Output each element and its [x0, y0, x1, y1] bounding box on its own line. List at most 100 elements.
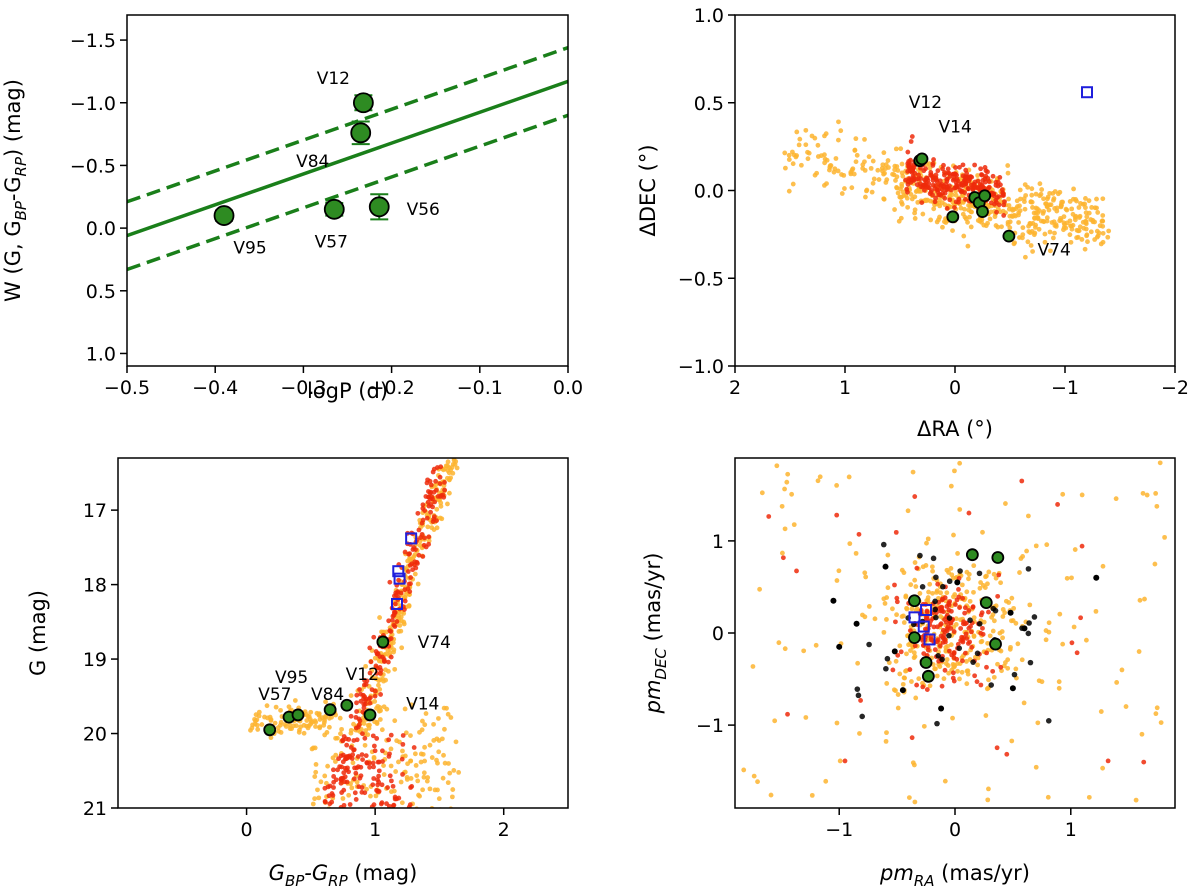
- cmd-star-red: [360, 757, 365, 763]
- member-star-red: [945, 170, 951, 176]
- pm-star-orange: [1153, 491, 1159, 496]
- cmd-star-red: [355, 754, 361, 759]
- member-star-orange: [1023, 193, 1029, 198]
- pm-star-orange: [984, 686, 990, 692]
- pm-star-red: [780, 555, 786, 561]
- cmd-star-orange: [449, 465, 455, 470]
- cmd-star-red: [431, 514, 437, 519]
- cmd-star-orange: [333, 735, 339, 741]
- x-tick-label: −2: [1161, 377, 1189, 399]
- pm-star-orange: [944, 590, 950, 596]
- cmd-star-red: [406, 581, 412, 587]
- member-star-orange: [1106, 228, 1112, 234]
- member-star-orange: [898, 195, 904, 200]
- cmd-star-red: [442, 487, 448, 493]
- pm-star-orange: [1057, 611, 1063, 617]
- pl-relation-line: [127, 79, 568, 238]
- member-star-orange: [885, 158, 891, 163]
- member-star-orange: [943, 220, 949, 225]
- member-star-orange: [895, 168, 901, 173]
- member-star-orange: [833, 156, 839, 161]
- pm-star-orange: [986, 786, 991, 792]
- star-label: V12: [346, 665, 379, 685]
- member-star-orange: [908, 192, 914, 197]
- cmd-star-red: [371, 764, 376, 770]
- cmd-star-red: [388, 629, 394, 634]
- y-tick-label: 19: [83, 649, 107, 671]
- cmd-star-orange: [296, 729, 302, 735]
- member-star-red: [979, 172, 984, 177]
- pm-star-orange: [912, 799, 918, 805]
- pm-star-orange: [964, 681, 970, 687]
- pm-star-red: [892, 582, 897, 588]
- cmd-star-red: [400, 741, 406, 747]
- cmd-star-red: [437, 481, 443, 487]
- cmd-star-orange: [391, 788, 397, 794]
- pm-star-black: [957, 568, 963, 574]
- member-star-red: [952, 205, 957, 210]
- cmd-star-orange: [376, 708, 382, 714]
- member-star-orange: [815, 154, 821, 159]
- member-star-red: [978, 166, 984, 172]
- pm-star-orange: [925, 595, 931, 600]
- member-star-red: [994, 195, 1000, 201]
- member-star-orange: [1064, 207, 1070, 213]
- pm-star-orange: [774, 463, 780, 469]
- member-star-orange: [1041, 209, 1047, 214]
- cmd-star-orange: [254, 722, 260, 728]
- pm-star-red: [994, 745, 1000, 751]
- pm-star-red: [958, 626, 964, 631]
- cmd-star-red: [420, 506, 426, 511]
- member-star-orange: [793, 154, 799, 160]
- plot-frame: [126, 14, 569, 367]
- cmd-star-orange: [417, 729, 422, 735]
- member-star-orange: [823, 131, 829, 137]
- cmd-star-red: [395, 589, 401, 595]
- pm-star-black: [1007, 609, 1014, 616]
- pm-star-black: [882, 563, 889, 570]
- member-star-orange: [961, 233, 967, 239]
- pm-star-orange: [885, 552, 891, 558]
- cmd-star-red: [322, 798, 328, 804]
- blue-square-star: [917, 620, 930, 633]
- y-tick-label: −0.5: [70, 155, 116, 177]
- member-star-orange: [1067, 199, 1073, 204]
- cmd-star-orange: [436, 749, 442, 755]
- pm-star-red: [909, 735, 915, 741]
- cmd-star-red: [428, 502, 434, 507]
- cmd-star-red: [371, 743, 377, 749]
- x-axis-label: GBP-GRP (mag): [269, 861, 418, 890]
- pm-star-orange: [897, 643, 903, 649]
- cmd-star-red: [362, 735, 368, 741]
- pm-star-orange: [1100, 563, 1106, 569]
- member-star-orange: [920, 211, 926, 217]
- cmd-star-orange: [264, 703, 270, 709]
- member-star-orange: [1074, 235, 1080, 241]
- member-star-red: [1001, 193, 1006, 198]
- pm-star-orange: [837, 758, 843, 764]
- cmd-star-red: [409, 784, 415, 789]
- cmd-star-orange: [447, 490, 452, 496]
- cmd-star-orange: [301, 730, 307, 736]
- member-star-red: [952, 171, 958, 177]
- pm-star-red: [924, 616, 930, 622]
- member-star-orange: [963, 216, 969, 222]
- label-part: W (G, G: [1, 220, 25, 302]
- cmd-star-orange: [312, 796, 318, 802]
- cmd-star-red: [343, 754, 349, 760]
- cmd-star-orange: [337, 715, 343, 721]
- pm-star-orange: [1006, 600, 1012, 605]
- pm-star-red: [939, 683, 945, 689]
- cmd-star-orange: [434, 525, 440, 531]
- cmd-star-red: [401, 607, 407, 612]
- cmd-star-orange: [416, 792, 421, 798]
- cmd-star-orange: [438, 503, 444, 509]
- cmd-star-orange: [316, 795, 322, 801]
- pm-star-orange: [866, 604, 872, 609]
- member-star-red: [963, 167, 969, 173]
- pm-star-black: [988, 682, 995, 688]
- pm-star-orange: [944, 567, 950, 573]
- member-star-orange: [1084, 233, 1089, 239]
- pm-star-red: [966, 510, 972, 516]
